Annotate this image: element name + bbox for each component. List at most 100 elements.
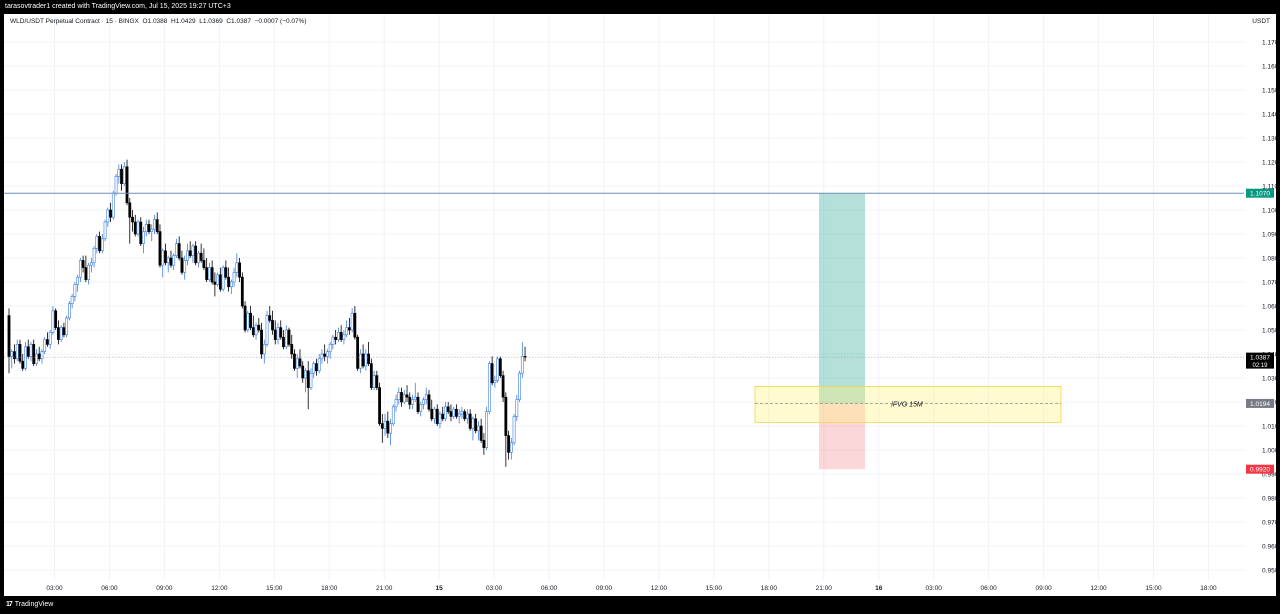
candle-body-down xyxy=(57,327,60,340)
candle xyxy=(180,250,184,275)
candle xyxy=(515,394,519,422)
price-tick-label: 1.1000 xyxy=(1262,208,1276,215)
candle-body-down xyxy=(463,411,467,420)
candle-body-up xyxy=(59,327,63,340)
candle xyxy=(493,375,497,388)
candle xyxy=(202,248,206,270)
candle xyxy=(408,392,412,410)
candle-body-down xyxy=(375,375,379,388)
candle-body-up xyxy=(394,399,398,408)
symbol-name[interactable]: WLD/USDT Perpetual Contract · 15 · BINGX xyxy=(10,18,139,25)
candle-body-down xyxy=(380,423,384,429)
candle xyxy=(120,164,123,191)
candle xyxy=(133,214,137,237)
candle-body-down xyxy=(279,327,283,338)
candle xyxy=(194,241,198,266)
currency-label[interactable]: USDT xyxy=(1252,18,1270,25)
candle-body-up xyxy=(10,351,14,357)
time-tick-label: 12:00 xyxy=(211,585,228,592)
candle-body-down xyxy=(128,202,132,218)
candle-body-down xyxy=(155,219,159,232)
candle-body-up xyxy=(232,272,236,283)
candle xyxy=(504,392,508,467)
candle xyxy=(356,334,360,371)
candle-body-up xyxy=(117,168,121,177)
candle-body-down xyxy=(334,336,338,340)
candle xyxy=(416,392,420,414)
candle xyxy=(353,306,357,340)
candle-body-down xyxy=(98,236,101,252)
candle xyxy=(265,310,269,347)
candle-body-up xyxy=(142,231,145,244)
candle-body-down xyxy=(268,315,272,321)
candle xyxy=(111,190,115,220)
target-price-badge-bg xyxy=(1246,188,1274,198)
candle xyxy=(240,272,244,309)
candle xyxy=(435,404,439,426)
candle-body-down xyxy=(26,346,30,357)
candle xyxy=(342,330,346,345)
symbol-legend[interactable]: WLD/USDT Perpetual Contract · 15 · BINGX… xyxy=(10,18,307,25)
time-tick-label: 12:00 xyxy=(1090,585,1107,592)
candle xyxy=(155,212,159,234)
candle-body-up xyxy=(87,264,91,280)
candle xyxy=(139,217,143,246)
candle-body-down xyxy=(227,276,231,288)
candle xyxy=(65,315,69,338)
candle-body-down xyxy=(213,281,217,285)
candle xyxy=(89,258,93,273)
candle-body-down xyxy=(435,408,439,424)
price-chart[interactable]: iFVG 15M 1.17001.16001.15001.14001.13001… xyxy=(4,14,1280,596)
candle xyxy=(413,382,417,402)
price-tick-label: 1.1700 xyxy=(1262,40,1276,47)
candle xyxy=(210,260,214,285)
candle xyxy=(40,349,44,364)
time-tick-label: 15:00 xyxy=(1145,585,1162,592)
candle-body-down xyxy=(504,396,508,436)
candle xyxy=(57,320,60,345)
candle xyxy=(482,433,486,455)
candle xyxy=(402,390,406,405)
candle-body-down xyxy=(287,329,291,345)
candle xyxy=(238,258,241,282)
candle xyxy=(81,255,85,273)
candle-body-down xyxy=(339,332,343,340)
candle xyxy=(471,416,475,441)
candle-body-up xyxy=(476,425,480,432)
chart-area[interactable]: iFVG 15M 1.17001.16001.15001.14001.13001… xyxy=(4,14,1280,596)
candle xyxy=(336,327,340,342)
candle xyxy=(51,306,55,335)
candle xyxy=(218,267,222,292)
candle xyxy=(103,219,107,242)
ohlc-low: L1.0369 xyxy=(199,18,223,25)
candle xyxy=(10,349,14,369)
candle-body-up xyxy=(419,404,423,412)
candle-body-up xyxy=(397,392,401,400)
candle xyxy=(279,320,283,340)
time-tick-label: 09:00 xyxy=(596,585,613,592)
candle xyxy=(73,282,77,302)
candle xyxy=(498,356,502,378)
top-bar: tarasovtrader1 created with TradingView.… xyxy=(0,0,1280,14)
candle xyxy=(487,361,491,414)
candle xyxy=(78,258,82,282)
price-tick-label: 1.0600 xyxy=(1262,304,1276,311)
candle-body-up xyxy=(262,344,266,355)
candle-body-up xyxy=(29,344,33,357)
candle xyxy=(367,342,370,366)
entry-price-badge-bg xyxy=(1246,398,1274,408)
candle xyxy=(287,327,291,347)
candle xyxy=(15,339,19,362)
candle xyxy=(106,207,110,227)
candle xyxy=(136,219,140,237)
candle-body-up xyxy=(402,394,406,403)
candle-body-up xyxy=(471,418,475,429)
candle xyxy=(512,414,516,446)
candle-body-down xyxy=(210,267,214,283)
candle-body-up xyxy=(518,372,521,400)
position-tool: iFVG 15M xyxy=(754,193,1062,470)
candle xyxy=(369,358,373,390)
candle xyxy=(361,344,365,369)
candle xyxy=(100,234,104,254)
